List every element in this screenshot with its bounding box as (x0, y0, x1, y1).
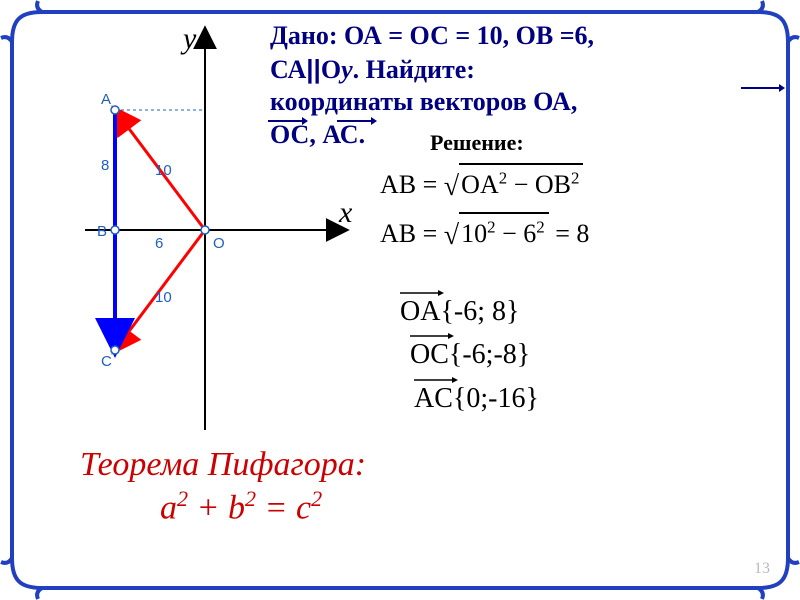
f2-v1: 10 (461, 219, 487, 248)
tf-b: b (228, 489, 245, 526)
tf-plus: + (188, 489, 228, 526)
vector-arrow-icon (414, 374, 458, 384)
coord-ac-name: AC (414, 383, 453, 414)
svg-text:6: 6 (155, 235, 163, 252)
f2-result: 8 (576, 219, 589, 248)
svg-text:10: 10 (155, 289, 172, 306)
f1-lhs: AB (380, 170, 416, 199)
svg-text:x: x (338, 196, 353, 229)
tf-eq: = (256, 489, 296, 526)
pythagoras-calc: AB = √OA2 − OB2 AB = √102 − 62 = 8 (380, 163, 740, 261)
coord-oa-name: OA (400, 296, 440, 327)
theorem-formula: а2 + b2 = c2 (80, 486, 366, 529)
formula-2: AB = √102 − 62 = 8 (380, 212, 740, 257)
svg-text:В: В (97, 223, 107, 240)
tf-c: c (296, 489, 311, 526)
coord-oa-val: {-6; 8} (440, 296, 519, 327)
svg-text:10: 10 (155, 162, 172, 179)
f1-ob: OB (535, 170, 571, 199)
solution-label: Решение: (430, 130, 524, 156)
f1-oa: OA (461, 170, 499, 199)
f2-lhs: AB (380, 219, 416, 248)
svg-text:О: О (213, 235, 225, 252)
coord-ac-val: {0;-16} (453, 383, 539, 414)
slide-number: 13 (754, 560, 770, 578)
coordinate-diagram: x y 10 10 8 6 О А В С (25, 10, 365, 450)
pythagoras-theorem: Теорема Пифагора: а2 + b2 = c2 (80, 445, 366, 529)
vector-arrow-icon (400, 287, 444, 297)
vector-coordinates: OA{-6; 8} OC{-6;-8} AC{0;-16} (400, 290, 539, 420)
svg-text:С: С (101, 353, 112, 370)
coord-oc-name: OC (410, 339, 449, 370)
svg-text:8: 8 (101, 157, 109, 174)
svg-text:А: А (101, 91, 111, 108)
formula-1: AB = √OA2 − OB2 (380, 163, 740, 208)
vector-arrow-icon (410, 330, 454, 340)
svg-text:y: y (180, 22, 197, 55)
tf-a: а (160, 489, 177, 526)
problem-l2d: . Найдите: (353, 55, 475, 84)
coord-oc-val: {-6;-8} (449, 339, 530, 370)
theorem-title: Теорема Пифагора: (80, 445, 366, 486)
vector-arrow-icon (741, 82, 785, 92)
f2-v2: 6 (523, 219, 536, 248)
